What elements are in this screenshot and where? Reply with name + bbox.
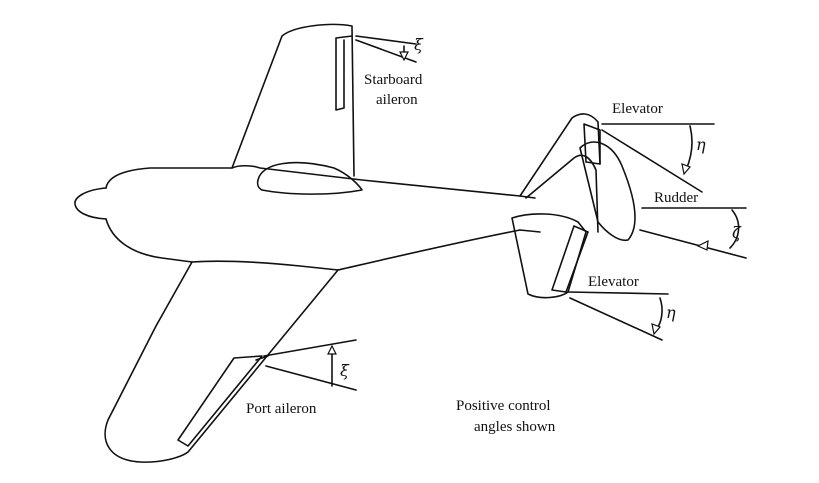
port-aileron-arrowhead (327, 344, 337, 355)
upper-elevator-deflected-line (601, 129, 703, 193)
rudder-angle (639, 207, 747, 259)
lower-elevator-reference-line (567, 291, 669, 295)
eta-upper-symbol: η (696, 135, 706, 154)
port-aileron-reference-line (263, 339, 357, 357)
starboard-aileron-label-line2: aileron (376, 92, 418, 108)
lower-elevator-deflected-line (569, 297, 663, 341)
rudder-arrowhead (696, 239, 709, 251)
upper-elevator-arrowhead (681, 163, 692, 176)
port-wing (104, 261, 339, 463)
lower-elevator-arrowhead (651, 323, 662, 336)
starboard-aileron-surface (335, 35, 353, 111)
fin-and-rudder (525, 141, 636, 242)
upper-elevator-angle (601, 123, 715, 193)
fuselage-upper-outline (105, 164, 521, 197)
lower-elevator-angle (567, 291, 669, 341)
fin-outline (525, 154, 599, 233)
lower-elevator-surface (551, 225, 589, 293)
upper-tailplane-outline (519, 113, 601, 197)
note-label-line1: Positive control (456, 398, 551, 414)
upper-elevator-surface (583, 123, 601, 165)
starboard-aileron-angle (355, 35, 417, 63)
lower-tailplane (511, 213, 589, 299)
zeta-symbol: ζ (732, 223, 742, 242)
port-wing-outline (104, 261, 339, 463)
canopy (256, 161, 363, 195)
upper-tailplane (519, 113, 601, 197)
note-label-line2: angles shown (474, 419, 556, 435)
rudder-label: Rudder (654, 190, 698, 206)
starboard-wing (231, 23, 355, 177)
rudder-deflected-line (639, 229, 747, 259)
port-aileron-surface (177, 355, 263, 447)
fuselage (74, 161, 541, 271)
starboard-aileron-arrowhead (399, 51, 409, 62)
fuselage-lower-outline (105, 218, 521, 271)
port-aileron-angle (263, 339, 357, 391)
port-aileron-deflected-line (265, 365, 357, 391)
eta-lower-symbol: η (666, 303, 676, 322)
spinner (74, 187, 107, 220)
upper-elevator-angle-arc (685, 125, 693, 171)
upper-elevator-label: Elevator (612, 101, 663, 117)
starboard-aileron-deflected-line (355, 39, 417, 63)
lower-elevator-angle-arc (655, 297, 663, 331)
lower-elevator-label: Elevator (588, 274, 639, 290)
starboard-wing-outline (231, 23, 355, 177)
starboard-aileron-label-line1: Starboard (364, 72, 423, 88)
xi-starboard-symbol: ξ (414, 35, 424, 54)
starboard-aileron-reference-line (355, 35, 417, 45)
port-aileron-hinge (255, 355, 269, 361)
port-aileron-label: Port aileron (246, 401, 317, 417)
rudder-surface (579, 141, 636, 242)
xi-port-symbol: ξ (340, 361, 350, 380)
rudder-angle-arc (729, 209, 740, 249)
